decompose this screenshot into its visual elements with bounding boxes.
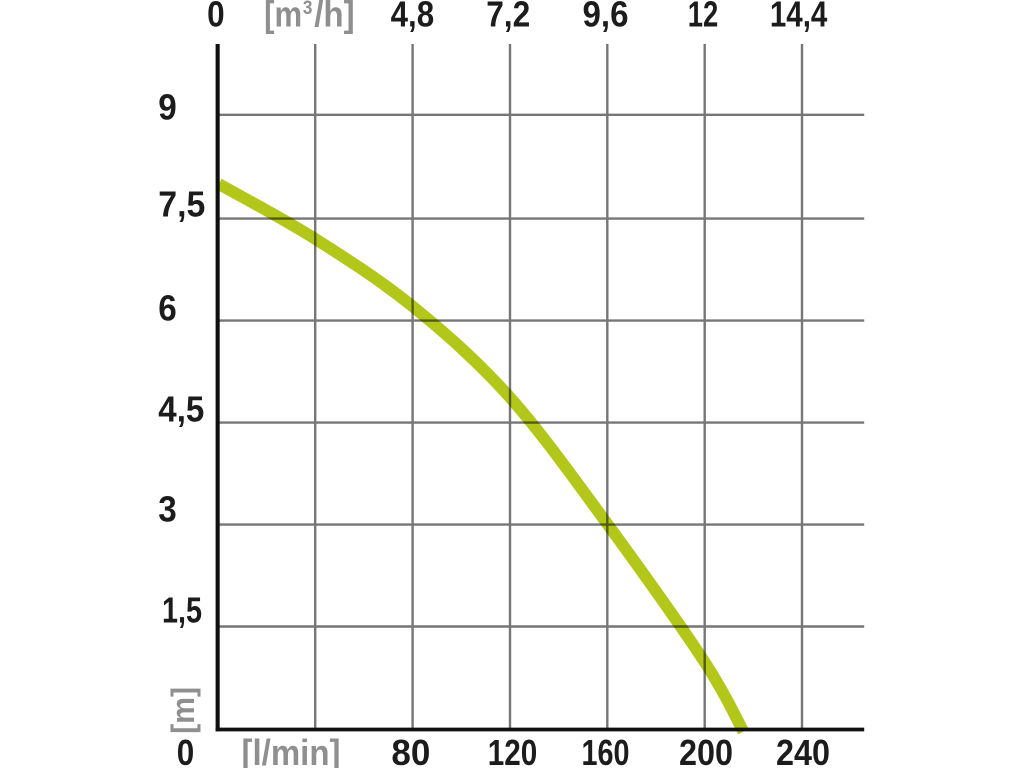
- svg-text:120: 120: [488, 732, 538, 768]
- svg-text:240: 240: [776, 732, 830, 768]
- svg-text:160: 160: [582, 732, 630, 768]
- svg-text:3: 3: [158, 489, 177, 530]
- svg-text:9,6: 9,6: [583, 0, 629, 35]
- svg-text:9: 9: [158, 87, 177, 128]
- svg-text:/h]: /h]: [314, 0, 355, 35]
- svg-text:80: 80: [391, 732, 430, 768]
- svg-text:0: 0: [177, 732, 195, 768]
- svg-text:3: 3: [303, 0, 313, 19]
- svg-text:1,5: 1,5: [162, 590, 202, 631]
- svg-text:6: 6: [158, 288, 177, 329]
- svg-text:7,5: 7,5: [158, 184, 205, 225]
- svg-text:200: 200: [679, 732, 733, 768]
- svg-text:4,8: 4,8: [391, 0, 435, 35]
- svg-text:7,2: 7,2: [486, 0, 530, 35]
- svg-text:[l/min]: [l/min]: [242, 732, 341, 768]
- svg-text:[m]: [m]: [165, 687, 201, 734]
- svg-text:14,4: 14,4: [770, 0, 828, 35]
- svg-text:4,5: 4,5: [158, 389, 204, 430]
- svg-text:12: 12: [688, 0, 719, 35]
- svg-text:[m: [m: [264, 0, 302, 35]
- svg-text:0: 0: [207, 0, 225, 35]
